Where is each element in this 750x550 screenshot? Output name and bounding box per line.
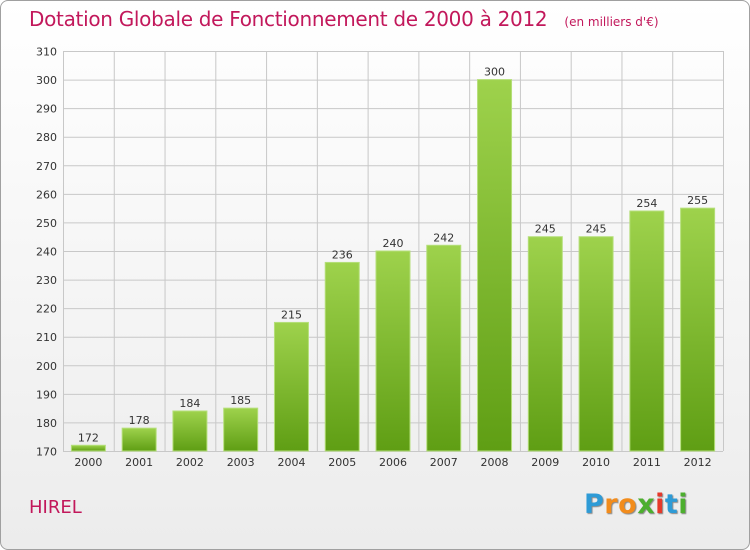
chart-title: Dotation Globale de Fonctionnement de 20… — [29, 7, 548, 31]
data-label: 215 — [281, 308, 302, 321]
bars: 172 178 184 185 215 236 240 242 300 245 245 254 255 — [70, 66, 716, 452]
bar — [172, 410, 208, 452]
data-label: 172 — [78, 431, 99, 444]
logo-letter: i — [678, 489, 689, 520]
bar — [375, 250, 411, 452]
bar — [121, 427, 157, 452]
data-label: 300 — [484, 66, 505, 79]
logo-letter: o — [618, 489, 638, 520]
commune-name: HIREL — [29, 497, 82, 518]
x-tick-label: 2003 — [227, 456, 255, 469]
y-tick-label: 210 — [36, 331, 57, 344]
data-label: 185 — [230, 394, 251, 407]
y-tick-label: 270 — [36, 160, 57, 173]
y-tick-label: 240 — [36, 246, 57, 259]
data-label: 245 — [535, 223, 556, 236]
x-tick-label: 2006 — [379, 456, 407, 469]
bar — [223, 407, 259, 452]
y-tick-label: 200 — [36, 360, 57, 373]
x-tick-label: 2001 — [125, 456, 153, 469]
bar — [527, 236, 563, 452]
x-tick-label: 2000 — [74, 456, 102, 469]
y-tick-label: 280 — [36, 131, 57, 144]
x-tick-label: 2010 — [582, 456, 610, 469]
x-tick-label: 2012 — [684, 456, 712, 469]
y-tick-label: 180 — [36, 417, 57, 430]
x-axis: 2000 2001 2002 2003 2004 2005 2006 2007 2008 2009… — [74, 456, 711, 469]
chart-subtitle: (en milliers d'€) — [564, 15, 659, 29]
data-label: 245 — [586, 223, 607, 236]
bar — [578, 236, 614, 452]
bar — [680, 207, 716, 452]
x-tick-label: 2002 — [176, 456, 204, 469]
logo-letter: r — [604, 489, 619, 520]
y-tick-label: 190 — [36, 388, 57, 401]
bar — [324, 261, 360, 452]
y-tick-label: 260 — [36, 188, 57, 201]
y-tick-label: 310 — [36, 46, 57, 59]
logo-letter: i — [655, 489, 665, 520]
bar — [70, 444, 106, 452]
data-label: 178 — [129, 414, 150, 427]
y-tick-label: 170 — [36, 446, 57, 459]
logo-letter: t — [664, 489, 679, 520]
chart-title-block: Dotation Globale de Fonctionnement de 20… — [29, 7, 659, 31]
x-tick-label: 2007 — [430, 456, 458, 469]
y-axis: 170 180 190 200 210 220 230 240 250 260 270 280 290 3… — [36, 46, 57, 459]
proxiti-logo: Proxiti — [584, 489, 688, 520]
y-tick-label: 220 — [36, 303, 57, 316]
data-label: 255 — [687, 194, 708, 207]
x-tick-label: 2005 — [328, 456, 356, 469]
y-tick-label: 230 — [36, 274, 57, 287]
data-label: 236 — [332, 248, 353, 261]
x-tick-label: 2011 — [633, 456, 661, 469]
data-label: 242 — [433, 231, 454, 244]
data-label: 254 — [636, 197, 657, 210]
y-tick-label: 250 — [36, 217, 57, 230]
data-label: 184 — [179, 397, 200, 410]
logo-letter: x — [637, 489, 656, 520]
bar — [477, 79, 513, 452]
bar — [629, 210, 665, 452]
y-tick-label: 290 — [36, 103, 57, 116]
data-label: 240 — [383, 237, 404, 250]
x-tick-label: 2009 — [531, 456, 559, 469]
x-tick-label: 2008 — [481, 456, 509, 469]
logo-letter: P — [584, 489, 605, 520]
y-tick-label: 300 — [36, 74, 57, 87]
bar — [273, 321, 309, 452]
x-tick-label: 2004 — [277, 456, 305, 469]
bar — [426, 244, 462, 452]
